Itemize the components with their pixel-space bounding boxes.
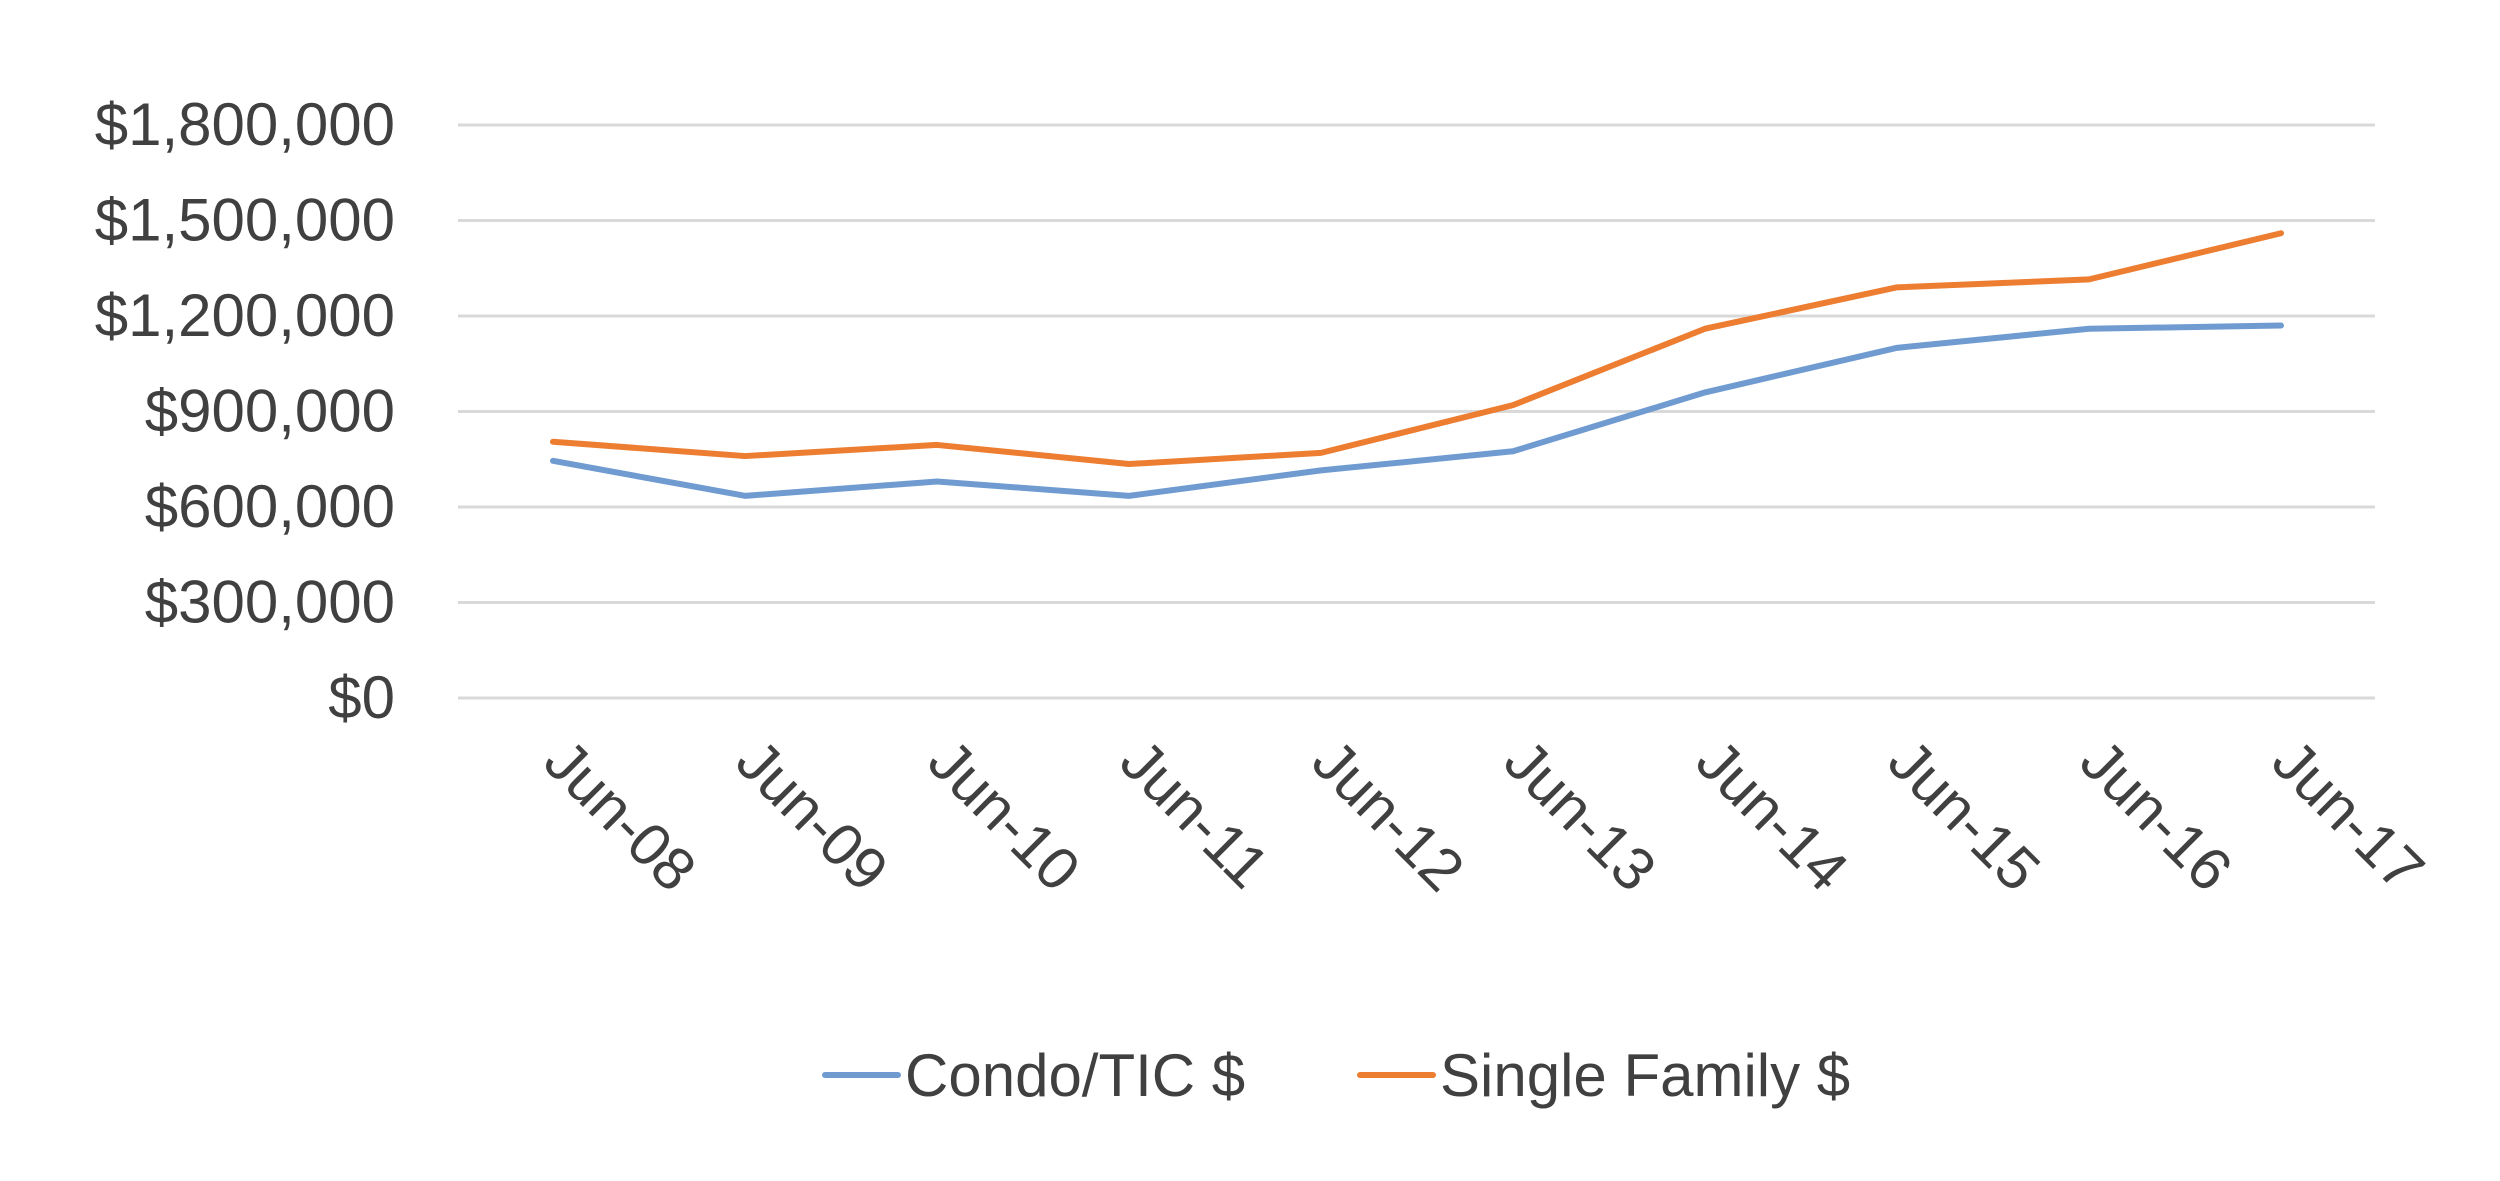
legend-item: Single Family $ — [1357, 1042, 1850, 1109]
y-tick-label: $1,800,000 — [95, 91, 395, 158]
series-line-0 — [550, 322, 2284, 499]
x-tick-label: Jun-09 — [724, 727, 901, 904]
y-tick-label: $600,000 — [145, 473, 395, 540]
legend: Condo/TIC $ Single Family $ — [822, 1042, 1850, 1109]
y-axis-tick-labels: $0 $300,000 $600,000 $900,000 $1,200,000 $1,5… — [95, 91, 395, 731]
legend-item: Condo/TIC $ — [822, 1042, 1245, 1109]
gridlines — [458, 123, 2375, 700]
y-tick-label: $300,000 — [145, 569, 395, 636]
series-line-1 — [550, 230, 2284, 468]
series-lines — [550, 230, 2284, 499]
x-tick-label: Jun-11 — [1108, 727, 1282, 901]
x-tick-label: Jun-15 — [1876, 727, 2053, 904]
x-tick-label: Jun-12 — [1300, 727, 1477, 904]
legend-label: Single Family $ — [1440, 1042, 1850, 1109]
x-tick-label: Jun-17 — [2260, 727, 2437, 904]
y-tick-label: $900,000 — [145, 378, 395, 445]
x-tick-label: Jun-16 — [2068, 727, 2245, 904]
x-tick-label: Jun-14 — [1684, 727, 1861, 904]
x-axis-tick-labels: Jun-08 Jun-09 Jun-10 Jun-11 Jun-12 Jun-13 Jun-… — [532, 727, 2437, 904]
x-tick-label: Jun-13 — [1492, 727, 1669, 904]
x-tick-label: Jun-10 — [916, 727, 1093, 904]
y-tick-label: $0 — [328, 664, 395, 731]
legend-label: Condo/TIC $ — [905, 1042, 1245, 1109]
x-tick-label: Jun-08 — [532, 727, 709, 904]
y-tick-label: $1,200,000 — [95, 282, 395, 349]
y-tick-label: $1,500,000 — [95, 187, 395, 254]
